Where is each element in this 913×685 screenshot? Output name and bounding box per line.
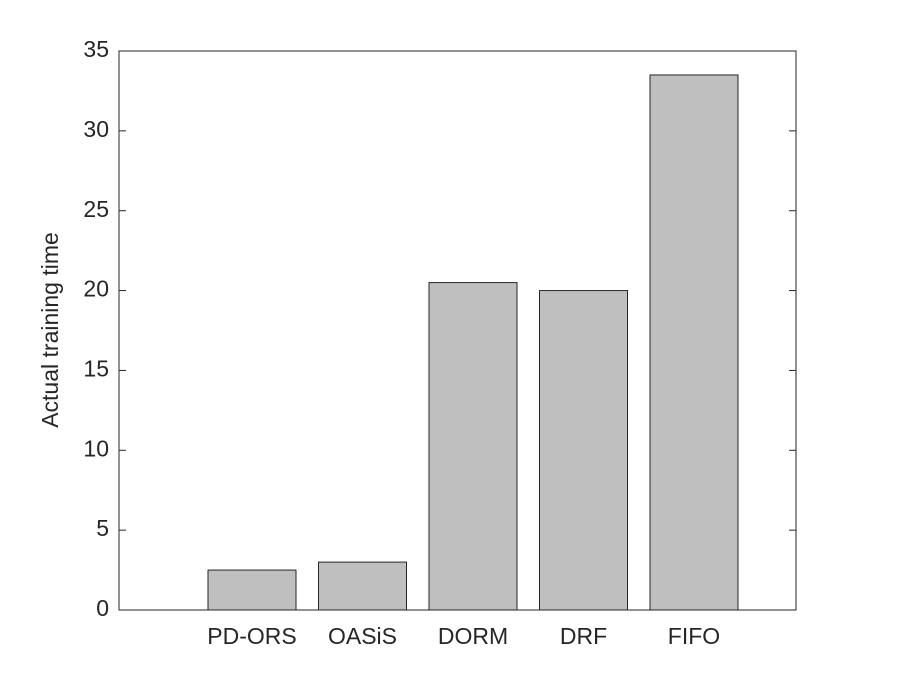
y-tick-label: 0	[96, 595, 109, 621]
x-tick-label: OASiS	[328, 623, 397, 649]
y-tick-label: 30	[83, 116, 109, 142]
y-tick-label: 35	[83, 36, 109, 62]
y-axis-label: Actual training time	[37, 232, 63, 428]
bar	[318, 561, 407, 611]
plot-frame	[118, 50, 797, 611]
x-tick-label: PD-ORS	[207, 623, 296, 649]
y-tick-label: 10	[83, 435, 109, 461]
y-tick-label: 15	[83, 356, 109, 382]
bar	[428, 282, 518, 611]
y-tick-label: 20	[83, 276, 109, 302]
x-tick-label: FIFO	[668, 623, 720, 649]
y-tick-label: 5	[96, 515, 109, 541]
y-tick-label: 25	[83, 196, 109, 222]
bar	[539, 290, 628, 611]
x-tick-label: DORM	[438, 623, 508, 649]
bar	[649, 74, 739, 611]
x-tick-label: DRF	[560, 623, 607, 649]
bar	[207, 569, 297, 611]
